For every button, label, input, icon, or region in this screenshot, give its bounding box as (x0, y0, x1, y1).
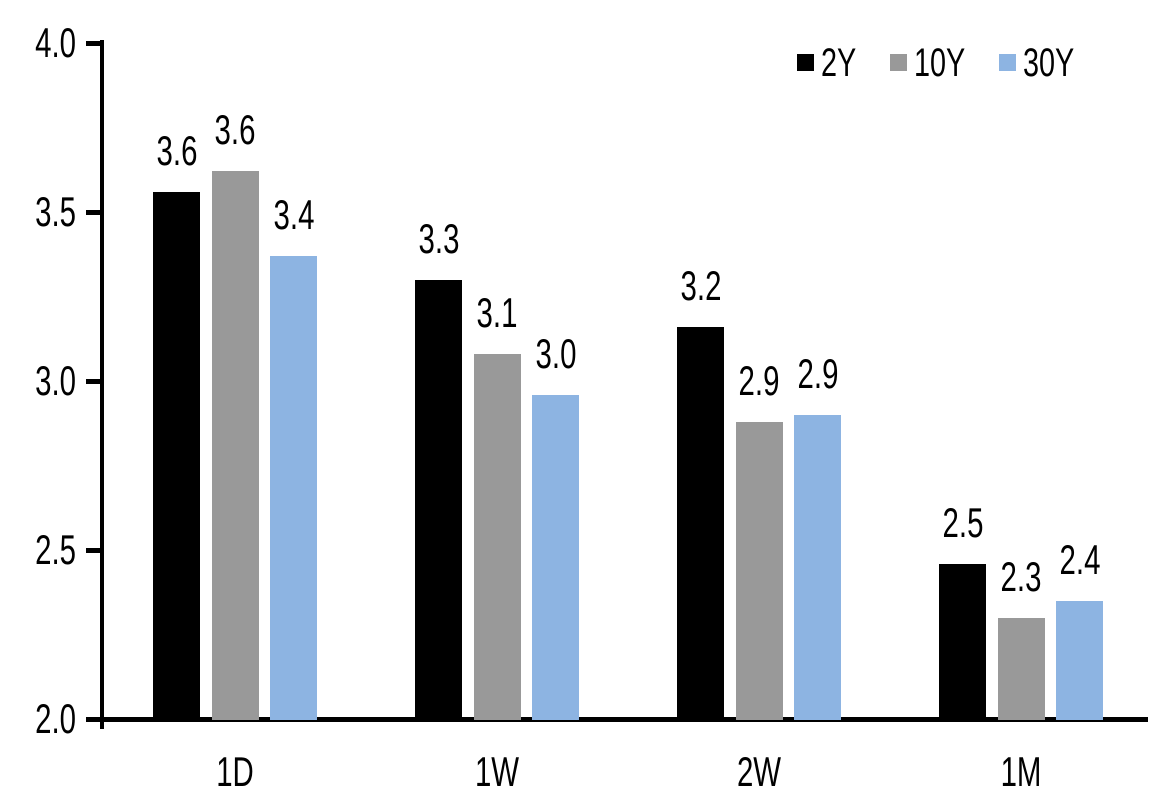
x-axis-label-1d: 1D (216, 748, 254, 795)
bar-value-label: 3.6 (156, 126, 197, 174)
legend-swatch-30y (999, 54, 1016, 71)
x-axis-origin-tick (100, 717, 104, 729)
bar-value-label: 3.2 (680, 261, 721, 309)
legend-label: 10Y (914, 41, 966, 85)
x-axis-label-1m: 1M (1000, 748, 1042, 795)
bar-value-label: 3.1 (476, 288, 518, 336)
bar-10y-2w (735, 421, 783, 720)
bar-value-label: 3.6 (214, 106, 256, 154)
y-tick (86, 41, 100, 46)
bar-30y-1m (1056, 600, 1103, 720)
bar-30y-2w (794, 414, 841, 720)
y-tick-label: 2.5 (35, 526, 76, 573)
legend-label: 2Y (821, 41, 857, 85)
bar-value-label: 3.0 (535, 329, 576, 377)
bar-value-label: 2.9 (797, 349, 838, 397)
y-axis-line (100, 40, 104, 722)
bar-2y-2w (677, 326, 724, 720)
bar-10y-1w (473, 353, 521, 720)
bar-2y-1w (415, 279, 462, 720)
y-tick (86, 210, 100, 215)
legend-swatch-2y (797, 54, 814, 71)
legend-swatch-10y (890, 54, 907, 71)
bar-30y-1w (532, 394, 579, 720)
x-axis-line (89, 717, 1148, 722)
bar-value-label: 3.4 (273, 190, 314, 238)
y-tick-label: 3.0 (35, 357, 76, 404)
bar-value-label: 2.4 (1059, 535, 1100, 583)
x-axis-label-2w: 2W (736, 748, 782, 795)
bar-value-label: 2.5 (942, 498, 983, 546)
legend-label: 30Y (1023, 41, 1075, 85)
y-tick-label: 3.5 (35, 188, 76, 235)
bar-2y-1m (939, 563, 986, 720)
bar-value-label: 2.3 (1000, 552, 1042, 600)
bar-10y-1m (997, 617, 1045, 720)
bar-value-label: 3.3 (418, 214, 459, 262)
y-tick (86, 379, 100, 384)
y-tick-label: 4.0 (35, 19, 76, 66)
x-axis-label-1w: 1W (474, 748, 520, 795)
bar-value-label: 2.9 (738, 356, 780, 404)
y-tick (86, 717, 100, 722)
bar-30y-1d (270, 255, 317, 720)
bar-10y-1d (211, 171, 259, 720)
y-tick-label: 2.0 (35, 695, 76, 742)
y-tick (86, 548, 100, 553)
bar-2y-1d (153, 191, 200, 720)
